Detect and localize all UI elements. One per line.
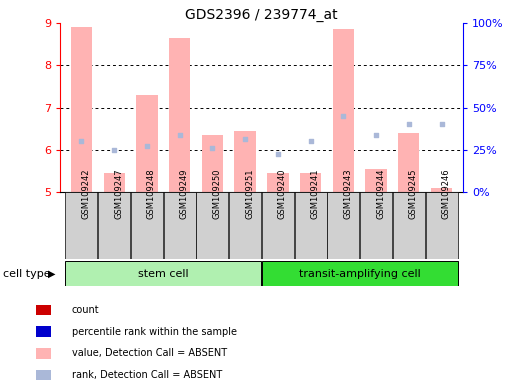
Bar bbox=[71, 27, 92, 192]
Title: GDS2396 / 239774_at: GDS2396 / 239774_at bbox=[185, 8, 338, 22]
Bar bbox=[262, 192, 294, 259]
Bar bbox=[137, 95, 157, 192]
Point bbox=[208, 145, 217, 151]
Bar bbox=[36, 348, 51, 359]
Text: GSM109241: GSM109241 bbox=[311, 169, 320, 219]
Point bbox=[437, 121, 446, 127]
Text: rank, Detection Call = ABSENT: rank, Detection Call = ABSENT bbox=[72, 370, 222, 380]
Bar bbox=[333, 30, 354, 192]
Text: GSM109247: GSM109247 bbox=[114, 169, 123, 219]
Bar bbox=[98, 192, 130, 259]
Point bbox=[143, 142, 151, 149]
Text: stem cell: stem cell bbox=[138, 268, 189, 279]
Bar bbox=[229, 192, 261, 259]
Point bbox=[77, 138, 86, 144]
Bar bbox=[234, 131, 256, 192]
Bar bbox=[360, 192, 392, 259]
Bar bbox=[327, 192, 359, 259]
Text: percentile rank within the sample: percentile rank within the sample bbox=[72, 327, 237, 337]
Text: GSM109244: GSM109244 bbox=[376, 169, 385, 219]
Bar bbox=[131, 192, 163, 259]
Bar bbox=[300, 173, 321, 192]
Text: cell type: cell type bbox=[3, 268, 50, 279]
Text: transit-amplifying cell: transit-amplifying cell bbox=[299, 268, 420, 279]
Bar bbox=[36, 326, 51, 337]
Bar bbox=[398, 133, 419, 192]
Bar bbox=[366, 169, 386, 192]
Point bbox=[241, 136, 249, 142]
Text: GSM109249: GSM109249 bbox=[179, 169, 189, 219]
Bar bbox=[202, 135, 223, 192]
Point bbox=[175, 132, 184, 138]
Bar bbox=[65, 261, 261, 286]
Text: value, Detection Call = ABSENT: value, Detection Call = ABSENT bbox=[72, 348, 227, 358]
Point bbox=[306, 138, 315, 144]
Bar bbox=[431, 188, 452, 192]
Bar bbox=[36, 305, 51, 315]
Text: GSM109242: GSM109242 bbox=[82, 169, 90, 219]
Bar bbox=[65, 192, 97, 259]
Bar bbox=[393, 192, 425, 259]
Text: GSM109245: GSM109245 bbox=[409, 169, 418, 219]
Bar bbox=[196, 192, 229, 259]
Point bbox=[274, 151, 282, 157]
Text: GSM109243: GSM109243 bbox=[344, 169, 353, 219]
Bar bbox=[426, 192, 458, 259]
Text: GSM109248: GSM109248 bbox=[147, 169, 156, 219]
Text: GSM109240: GSM109240 bbox=[278, 169, 287, 219]
Bar bbox=[294, 192, 327, 259]
Text: count: count bbox=[72, 305, 99, 315]
Text: ▶: ▶ bbox=[49, 268, 56, 279]
Point bbox=[110, 147, 118, 153]
Point bbox=[339, 113, 348, 119]
Bar bbox=[104, 173, 125, 192]
Point bbox=[372, 132, 380, 138]
Bar bbox=[169, 38, 190, 192]
Point bbox=[405, 121, 413, 127]
Bar bbox=[262, 261, 458, 286]
Text: GSM109251: GSM109251 bbox=[245, 169, 254, 219]
Text: GSM109246: GSM109246 bbox=[441, 169, 451, 219]
Text: GSM109250: GSM109250 bbox=[212, 169, 221, 219]
Bar bbox=[164, 192, 196, 259]
Bar bbox=[267, 173, 289, 192]
Bar bbox=[36, 369, 51, 381]
